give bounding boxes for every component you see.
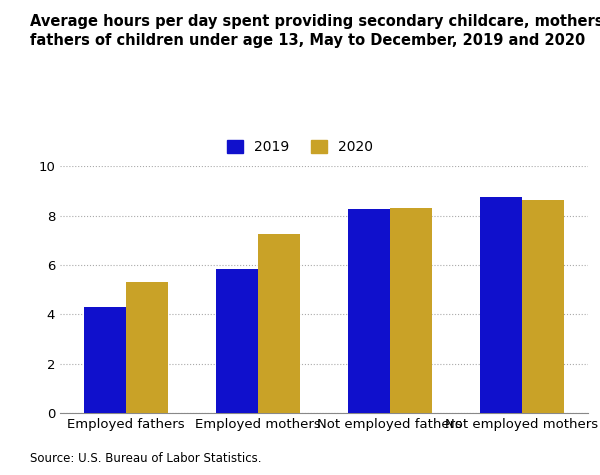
Bar [258,234,300,413]
Bar [390,208,432,413]
Bar [216,269,258,413]
Bar [522,200,564,413]
Bar [84,307,126,413]
Text: Average hours per day spent providing secondary childcare, mothers and
fathers o: Average hours per day spent providing se… [30,14,600,48]
Text: Source: U.S. Bureau of Labor Statistics.: Source: U.S. Bureau of Labor Statistics. [30,453,262,465]
Bar [479,197,522,413]
Legend: 2019, 2020: 2019, 2020 [227,140,373,154]
Bar [348,209,390,413]
Bar [126,282,169,413]
